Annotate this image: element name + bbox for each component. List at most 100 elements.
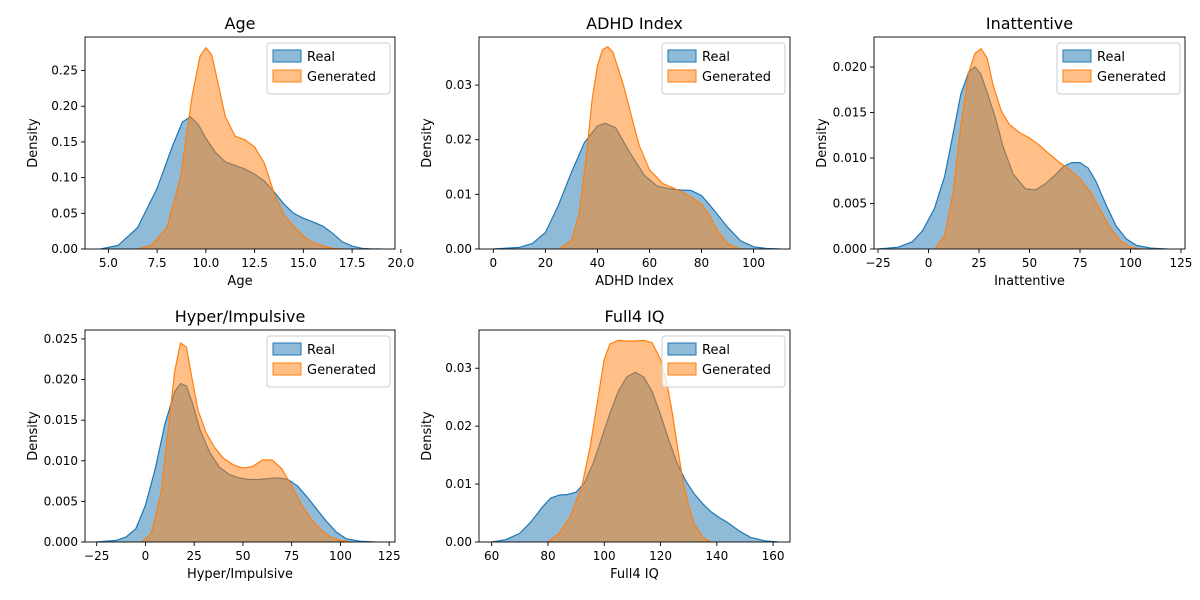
y-tick-label: 0.05 [51, 206, 78, 220]
legend-label-generated: Generated [702, 70, 771, 85]
x-tick-label: 15.0 [290, 256, 317, 270]
legend-label-generated: Generated [702, 363, 771, 378]
subplot-title: Hyper/Impulsive [175, 307, 306, 326]
y-tick-label: 0.020 [833, 60, 867, 74]
subplot-title: Full4 IQ [605, 307, 665, 326]
y-axis-label: Density [815, 118, 830, 168]
legend: Real Generated [266, 335, 391, 388]
density-line-generated [558, 46, 741, 249]
y-tick-label: 0.005 [833, 197, 867, 211]
x-tick-label: 100 [1119, 256, 1142, 270]
legend-label-real: Real [1097, 50, 1125, 65]
axes-frame [478, 36, 791, 250]
series-group [877, 47, 1167, 249]
subplot-title: Inattentive [986, 14, 1073, 33]
x-tick-label: 5.0 [99, 256, 118, 270]
subplot-2: 0 20 40 60 80 100 0.00 0.01 0.02 0.03 ADHD Index AD… [420, 14, 791, 289]
y-axis-label: Density [420, 118, 435, 168]
y-tick-label: 0.02 [445, 419, 472, 433]
x-tick-label: 60 [642, 256, 657, 270]
legend-label-generated: Generated [307, 70, 376, 85]
legend-label-generated: Generated [307, 363, 376, 378]
x-tick-label: 0 [489, 256, 497, 270]
y-tick-label: 0.000 [44, 535, 78, 549]
x-tick-label: 100 [329, 549, 352, 563]
y-tick-label: 0.25 [51, 64, 78, 78]
x-tick-label: 100 [742, 256, 765, 270]
x-tick-label: 125 [1170, 256, 1193, 270]
legend-label-real: Real [307, 343, 335, 358]
legend: Real Generated [1056, 42, 1181, 95]
x-axis-label: Full4 IQ [610, 567, 659, 582]
x-tick-label: 10.0 [193, 256, 220, 270]
legend-label-real: Real [702, 343, 730, 358]
legend-label-real: Real [307, 50, 335, 65]
density-area-generated [934, 48, 1141, 249]
x-tick-label: 12.5 [241, 256, 268, 270]
legend-label-real: Real [702, 50, 730, 65]
density-area-generated [141, 343, 351, 542]
series-group [491, 339, 779, 542]
subplot-3: −25 0 25 50 75 100 125 0.000 0.005 0.010 0.015 0.02… [815, 14, 1192, 289]
y-tick-label: 0.010 [833, 151, 867, 165]
legend-swatch-real [272, 49, 302, 63]
legend-swatch-real [667, 49, 697, 63]
legend-swatch-real [667, 342, 697, 356]
subplot-4: −25 0 25 50 75 100 125 0.000 0.005 0.010 0.015 0.02… [26, 307, 401, 582]
density-line-generated [934, 47, 1141, 249]
x-tick-label: 7.5 [148, 256, 167, 270]
x-tick-label: 25 [971, 256, 986, 270]
y-tick-label: 0.025 [44, 332, 78, 346]
series-group [96, 341, 376, 542]
x-tick-label: 17.5 [339, 256, 366, 270]
density-line-generated [547, 339, 712, 542]
legend: Real Generated [266, 42, 391, 95]
density-line-generated [141, 341, 351, 542]
legend-swatch-generated [272, 362, 302, 376]
subplot-5: 60 80 100 120 140 160 0.00 0.01 0.02 0.03 Full4 IQ… [420, 307, 791, 582]
x-axis-label: Inattentive [994, 274, 1065, 289]
y-tick-label: 0.005 [44, 494, 78, 508]
x-tick-label: 40 [590, 256, 605, 270]
x-axis-label: Age [227, 274, 252, 289]
density-line-generated [137, 46, 343, 249]
series-group [493, 46, 780, 249]
x-tick-label: 80 [540, 549, 555, 563]
x-tick-label: 50 [1022, 256, 1037, 270]
density-area-generated [558, 46, 741, 249]
y-tick-label: 0.015 [44, 413, 78, 427]
x-tick-label: 120 [649, 549, 672, 563]
x-tick-label: 20 [538, 256, 553, 270]
y-tick-label: 0.00 [51, 242, 78, 256]
y-tick-label: 0.000 [833, 242, 867, 256]
y-tick-label: 0.020 [44, 373, 78, 387]
legend-swatch-generated [1062, 69, 1092, 83]
y-tick-label: 0.01 [445, 187, 472, 201]
x-tick-label: 60 [484, 549, 499, 563]
y-tick-label: 0.20 [51, 99, 78, 113]
x-tick-label: 140 [705, 549, 728, 563]
legend-swatch-generated [667, 362, 697, 376]
y-tick-label: 0.010 [44, 454, 78, 468]
x-tick-label: 50 [235, 549, 250, 563]
x-tick-label: 25 [187, 549, 202, 563]
y-axis-label: Density [420, 411, 435, 461]
y-tick-label: 0.015 [833, 106, 867, 120]
x-tick-label: 80 [694, 256, 709, 270]
density-area-generated [137, 47, 343, 249]
y-tick-label: 0.01 [445, 477, 472, 491]
x-tick-label: 0 [925, 256, 933, 270]
y-axis-label: Density [26, 118, 41, 168]
x-axis-label: ADHD Index [595, 274, 674, 289]
y-tick-label: 0.02 [445, 133, 472, 147]
y-tick-label: 0.03 [445, 78, 472, 92]
y-axis-label: Density [26, 411, 41, 461]
subplot-title: ADHD Index [586, 14, 683, 33]
y-tick-label: 0.03 [445, 361, 472, 375]
legend-swatch-generated [667, 69, 697, 83]
legend: Real Generated [661, 335, 786, 388]
y-tick-label: 0.00 [445, 535, 472, 549]
x-tick-label: 125 [378, 549, 401, 563]
axes-frame [478, 329, 791, 543]
